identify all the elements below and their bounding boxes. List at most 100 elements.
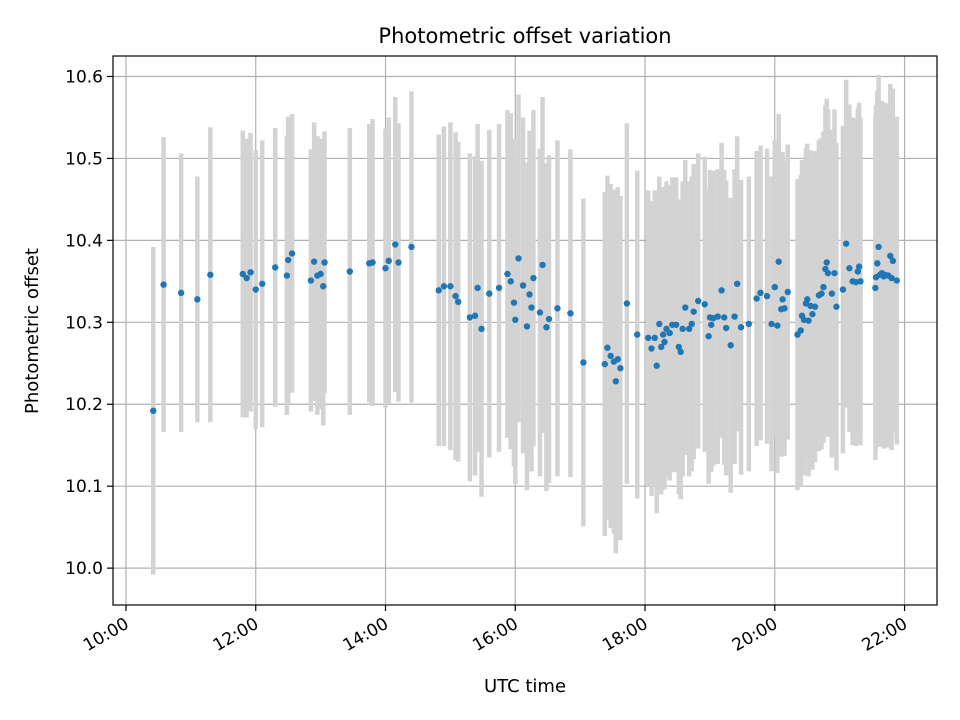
data-point — [774, 322, 781, 329]
data-point — [820, 283, 827, 291]
data-point — [893, 277, 900, 284]
data-point — [454, 298, 462, 306]
x-axis-label: UTC time — [484, 676, 566, 697]
data-point — [705, 333, 712, 340]
data-point — [708, 321, 715, 328]
data-point — [435, 287, 442, 294]
data-point — [623, 300, 631, 307]
data-point — [653, 362, 660, 369]
data-point — [733, 280, 741, 287]
data-point — [243, 274, 250, 282]
data-point — [677, 348, 684, 356]
data-point — [474, 284, 481, 292]
data-point — [447, 283, 454, 290]
data-point — [659, 331, 667, 338]
data-point — [874, 260, 881, 267]
data-point — [666, 329, 673, 337]
data-point — [272, 264, 279, 271]
y-tick-label: 10.6 — [65, 67, 103, 87]
data-point — [737, 324, 745, 331]
data-point — [823, 259, 830, 266]
data-point — [855, 263, 863, 270]
data-points — [150, 240, 900, 415]
data-point — [722, 324, 730, 332]
data-point — [346, 268, 354, 275]
data-point — [507, 278, 514, 285]
data-point — [763, 292, 771, 300]
data-point — [252, 286, 259, 293]
y-tick-label: 10.3 — [65, 313, 103, 333]
y-ticks: 10.0 10.1 10.2 10.3 10.4 10.5 10.6 — [65, 67, 113, 579]
data-point — [651, 334, 658, 342]
data-point — [523, 323, 531, 330]
data-point — [510, 299, 518, 306]
data-point — [512, 316, 519, 324]
y-axis-label: Photometric offset — [22, 248, 43, 414]
data-point — [247, 269, 254, 276]
data-point — [545, 315, 553, 323]
data-point — [385, 257, 392, 265]
chart-title: Photometric offset variation — [378, 24, 671, 48]
data-point — [797, 327, 804, 334]
data-point — [150, 407, 157, 415]
data-point — [177, 289, 185, 297]
data-point — [543, 324, 550, 331]
data-point — [495, 284, 503, 292]
data-point — [771, 283, 778, 291]
data-point — [775, 258, 782, 265]
data-point — [478, 325, 485, 333]
data-point — [526, 291, 533, 298]
y-tick-label: 10.5 — [65, 149, 103, 169]
data-point — [701, 301, 708, 308]
data-point — [310, 258, 318, 265]
data-point — [804, 296, 811, 303]
data-point — [528, 304, 535, 311]
data-point — [809, 310, 816, 318]
data-point — [288, 250, 296, 257]
data-point — [612, 378, 620, 385]
data-point — [601, 360, 609, 368]
data-point — [382, 265, 389, 272]
data-point — [768, 320, 775, 328]
data-point — [875, 243, 882, 251]
y-tick-label: 10.1 — [65, 477, 103, 497]
y-tick-label: 10.4 — [65, 231, 103, 251]
data-point — [634, 331, 641, 338]
data-point — [283, 272, 291, 279]
data-point — [645, 334, 652, 342]
data-point — [757, 289, 764, 297]
data-point — [714, 313, 721, 320]
data-point — [466, 314, 474, 321]
data-point — [539, 261, 546, 269]
data-point — [731, 313, 738, 320]
data-point — [727, 342, 734, 349]
data-point — [160, 281, 167, 288]
data-point — [259, 280, 266, 287]
data-point — [440, 283, 448, 290]
data-point — [781, 305, 788, 312]
data-point — [369, 259, 376, 266]
data-point — [554, 305, 561, 312]
data-point — [207, 271, 214, 278]
plot-frame — [112, 55, 938, 606]
data-point — [688, 320, 695, 328]
data-point — [718, 287, 725, 294]
data-point — [675, 343, 682, 351]
data-point — [682, 304, 689, 311]
data-point — [672, 321, 680, 328]
data-point — [695, 297, 702, 305]
data-point — [839, 286, 847, 293]
data-point — [530, 274, 537, 282]
data-point — [239, 270, 246, 278]
data-point — [604, 344, 611, 351]
data-point — [690, 308, 697, 315]
data-point — [504, 270, 511, 278]
data-point — [536, 309, 544, 316]
data-point — [842, 240, 850, 247]
data-point — [784, 288, 791, 296]
data-point — [779, 296, 786, 303]
data-point — [889, 257, 897, 265]
data-point — [614, 355, 621, 363]
data-point — [194, 296, 201, 303]
